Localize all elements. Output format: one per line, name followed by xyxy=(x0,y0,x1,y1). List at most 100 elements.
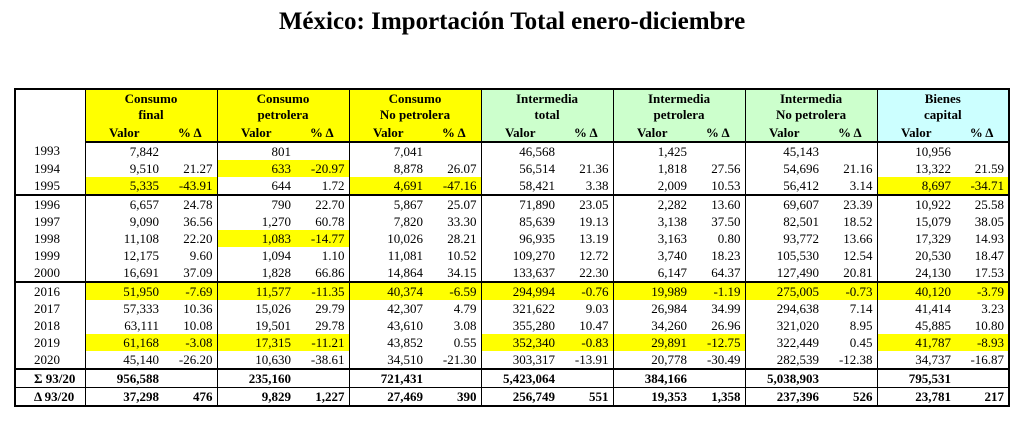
table-cell: 8.95 xyxy=(849,317,873,333)
table-cell: 795,531 xyxy=(876,369,956,388)
table-cell: 9,090 xyxy=(84,213,163,230)
subheader: % Δ xyxy=(691,124,746,143)
group-header-line: petrolera xyxy=(653,107,705,122)
table-cell: -3.08 xyxy=(163,334,217,351)
table-cell: 23,781 xyxy=(876,387,956,407)
table-cell: 43,610 xyxy=(348,317,427,334)
table-cell: 8,878 xyxy=(348,160,427,177)
table-cell: 40,374 xyxy=(348,282,427,300)
table-row: 1998 11,108 22.20 1,083 -14.77 10,026 28.21 96,… xyxy=(14,230,1009,247)
subheader: Valor xyxy=(612,124,692,143)
table-row: 2016 51,950 -7.69 11,577 -11.35 40,374 -6.59 29… xyxy=(14,282,1010,300)
table-cell: 54,696 xyxy=(744,160,824,177)
group-header-line: Bienes xyxy=(924,91,961,106)
group-header: Intermedia petrolera xyxy=(612,88,746,124)
table-cell: 37.50 xyxy=(711,213,741,229)
table-cell: 22.70 xyxy=(315,196,345,212)
table-cell: 801 xyxy=(216,142,295,160)
table-cell xyxy=(427,142,481,160)
table-cell: 26.07 xyxy=(447,160,477,176)
group-header-line: No petrolera xyxy=(379,107,451,122)
table-cell: 14.93 xyxy=(974,230,1005,246)
table-cell: -0.73 xyxy=(823,282,878,300)
row-label: 1996 xyxy=(14,195,85,213)
table-cell: 15,026 xyxy=(216,300,295,317)
table-cell: -38.61 xyxy=(295,351,349,370)
corner xyxy=(14,88,85,142)
table-cell: 1,227 xyxy=(295,387,349,407)
table-row: 1994 9,510 21.27 633 -20.97 8,878 26.07 56,514 2… xyxy=(14,160,1009,177)
table-cell: 109,270 xyxy=(480,247,559,264)
table-cell: 384,166 xyxy=(612,369,692,388)
table-cell: 10.80 xyxy=(974,317,1005,333)
table-cell: 127,490 xyxy=(744,264,824,283)
table-cell: 0.45 xyxy=(849,334,873,350)
row-label: 2000 xyxy=(14,264,85,283)
table-row: 1997 9,090 36.56 1,270 60.78 7,820 33.30 85,639… xyxy=(14,213,1009,230)
table-cell: 7,041 xyxy=(348,142,427,160)
table-cell: 22.30 xyxy=(559,264,614,283)
table-row: 1995 5,335 -43.91 644 1.72 4,691 -47.16 58,421 3… xyxy=(14,177,1010,196)
subheader: % Δ xyxy=(295,124,349,143)
group-header-line: final xyxy=(138,107,164,122)
table-cell: 24.78 xyxy=(183,196,213,212)
table-cell: 321,622 xyxy=(480,300,559,317)
table-cell: -7.69 xyxy=(163,282,217,300)
table-section: 2016 51,950 -7.69 11,577 -11.35 40,374 -6.59 29… xyxy=(14,282,1010,370)
table-cell: 1,818 xyxy=(612,160,692,177)
table-cell: 57,333 xyxy=(84,300,163,317)
table-cell: 322,449 xyxy=(744,334,824,351)
table-cell: 26,984 xyxy=(612,300,692,317)
table-cell: 34,510 xyxy=(348,351,427,370)
group-header: Intermedia total xyxy=(480,88,614,124)
table-cell: 355,280 xyxy=(480,317,559,334)
table-cell: 26.96 xyxy=(711,317,741,333)
table-cell: -12.75 xyxy=(691,334,746,351)
table-row: Σ 93/20 956,588 235,160 721,431 5,423,064 384… xyxy=(14,369,1010,388)
table-cell: 20.81 xyxy=(823,264,878,283)
table-cell: -21.30 xyxy=(427,351,481,370)
table-cell: 13.66 xyxy=(843,230,873,246)
row-label: 1993 xyxy=(14,142,85,160)
table-cell: 18.47 xyxy=(974,247,1005,263)
table-cell: 7,842 xyxy=(84,142,163,160)
table-cell: 37.09 xyxy=(163,264,217,283)
table-cell: 235,160 xyxy=(216,369,295,388)
table-cell: 294,638 xyxy=(744,300,824,317)
table-cell: 10.47 xyxy=(579,317,609,333)
table-cell: -12.38 xyxy=(823,351,878,370)
table-cell: 11,577 xyxy=(216,282,295,300)
table-cell: 10,956 xyxy=(876,142,956,160)
table-cell: 9.03 xyxy=(585,300,609,316)
table-cell: 18.52 xyxy=(843,213,873,229)
table-cell: 0.80 xyxy=(717,230,741,246)
table-cell: 5,335 xyxy=(84,177,163,196)
table-cell: 69,607 xyxy=(744,195,824,213)
group-header-line: Consumo xyxy=(256,91,310,106)
table-cell: 28.21 xyxy=(447,230,477,246)
table-cell: 0.55 xyxy=(453,334,477,350)
table-cell: 3,163 xyxy=(612,230,692,247)
group-header-line: total xyxy=(534,107,560,122)
subheader-row: Valor% Δ Valor% Δ Valor% Δ Valor% Δ Valor% Δ… xyxy=(15,124,1010,143)
table-row: Δ 93/20 37,298 476 9,829 1,227 27,469 390 256,7… xyxy=(14,387,1010,407)
table-cell: 12.72 xyxy=(579,247,609,263)
table-cell: -6.59 xyxy=(427,282,481,300)
table-cell: 3.23 xyxy=(981,300,1005,316)
table-cell: 37,298 xyxy=(84,387,163,407)
table-cell: 85,639 xyxy=(480,213,559,230)
table-cell xyxy=(691,142,745,160)
table-cell: -11.21 xyxy=(295,334,349,351)
table-cell: 82,501 xyxy=(744,213,824,230)
table-cell: 8,697 xyxy=(876,177,956,196)
table-cell: 956,588 xyxy=(84,369,163,388)
table-cell: 721,431 xyxy=(348,369,427,388)
table-cell: 5,423,064 xyxy=(480,369,559,388)
table-cell: 13.60 xyxy=(711,196,741,212)
table-cell: 5,867 xyxy=(348,195,427,213)
table-cell: 10.36 xyxy=(183,300,213,316)
table-cell: 20,778 xyxy=(612,351,692,370)
table-cell: 10,026 xyxy=(348,230,427,247)
table-row: 1996 6,657 24.78 790 22.70 5,867 25.07 71,890 23… xyxy=(14,195,1009,213)
